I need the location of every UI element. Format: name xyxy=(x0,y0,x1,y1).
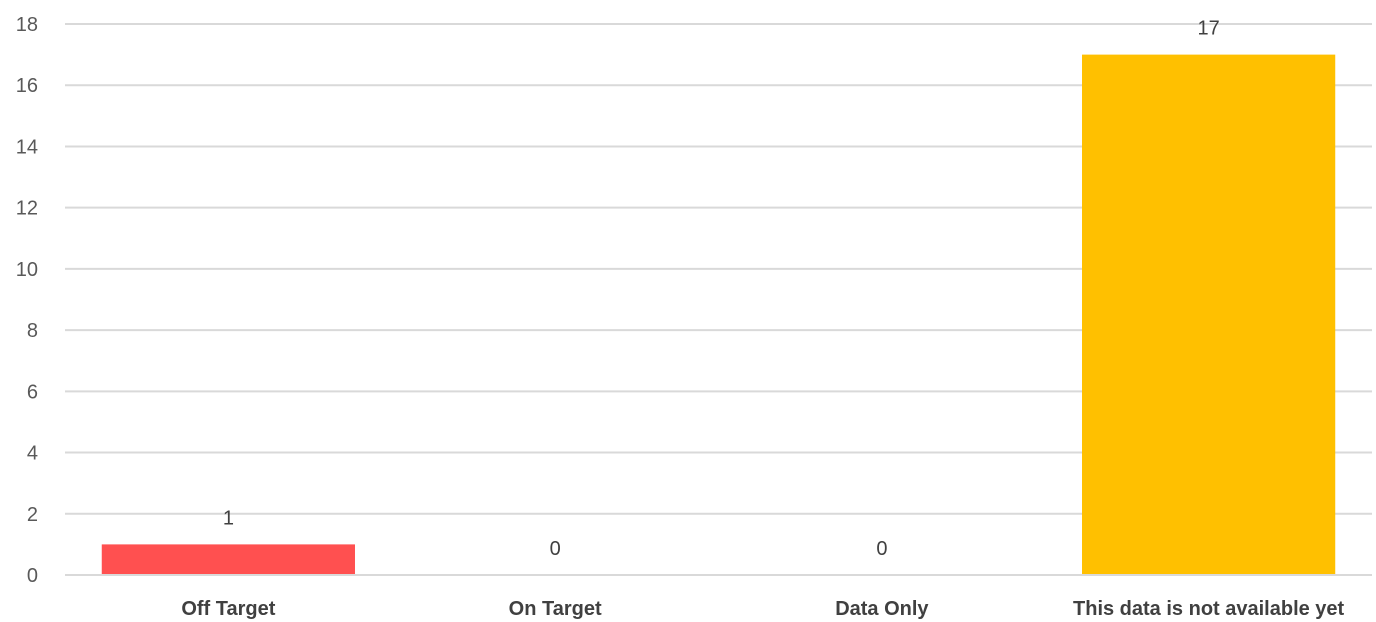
category-label-on-target: On Target xyxy=(509,598,602,620)
data-label-data-only: 0 xyxy=(876,538,887,560)
data-labels: 1 0 0 17 xyxy=(223,18,1220,560)
y-axis-tick-labels: 0 2 4 6 8 10 12 14 16 18 xyxy=(16,14,38,587)
category-label-off-target: Off Target xyxy=(181,598,275,620)
y-tick-label: 18 xyxy=(16,14,38,36)
bar-this-data-is-not-available-yet xyxy=(1082,54,1336,576)
category-label-data-only: Data Only xyxy=(835,598,929,620)
gridlines xyxy=(65,23,1372,515)
y-tick-label: 8 xyxy=(27,320,38,342)
data-label-on-target: 0 xyxy=(550,538,561,560)
y-tick-label: 4 xyxy=(27,443,38,465)
bars xyxy=(101,54,1336,576)
y-tick-label: 0 xyxy=(27,565,38,587)
data-label-this-data-is-not-available-yet: 17 xyxy=(1198,18,1220,40)
y-tick-label: 10 xyxy=(16,259,38,281)
y-tick-label: 14 xyxy=(16,136,38,158)
category-labels: Off Target On Target Data Only This data is… xyxy=(181,598,1344,620)
data-label-off-target: 1 xyxy=(223,507,234,529)
y-tick-label: 2 xyxy=(27,504,38,526)
bar-off-target xyxy=(101,544,355,575)
y-tick-label: 6 xyxy=(27,381,38,403)
category-label-this-data-is-not-available-yet: This data is not available yet xyxy=(1073,598,1345,620)
y-tick-label: 16 xyxy=(16,75,38,97)
y-tick-label: 12 xyxy=(16,198,38,220)
